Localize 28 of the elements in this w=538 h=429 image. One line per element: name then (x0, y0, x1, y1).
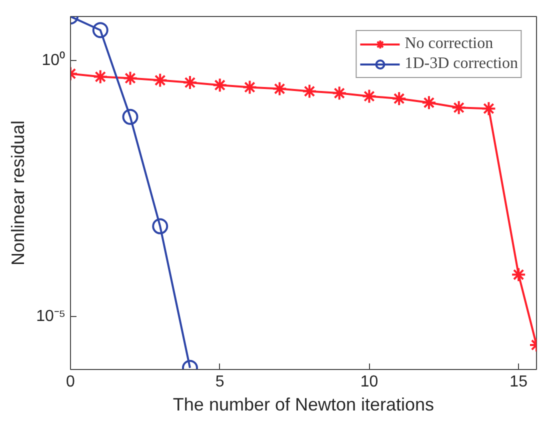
x-tick-label: 15 (510, 374, 528, 390)
point (481, 101, 496, 116)
y-axis-title: Nonlinear residual (8, 120, 28, 266)
x-tick-label: 10 (360, 374, 378, 390)
legend-label: 1D-3D correction (404, 55, 518, 73)
point (302, 84, 317, 99)
x-tick-label: 5 (215, 374, 224, 390)
x-axis-title: The number of Newton iterations (172, 394, 434, 414)
point (242, 80, 258, 95)
point (272, 81, 288, 96)
legend-label: No correction (404, 35, 494, 53)
point (511, 267, 526, 282)
point (92, 69, 108, 84)
point (152, 218, 168, 234)
point (182, 75, 198, 90)
y-tick-label: 10⁻⁵ (36, 308, 66, 326)
x-tick-label: 0 (66, 374, 76, 390)
point (451, 100, 466, 116)
point (152, 72, 168, 88)
point (362, 88, 377, 104)
point (122, 108, 138, 125)
point (212, 78, 228, 93)
point (392, 91, 407, 106)
y-tick-label: 10⁰ (42, 50, 66, 69)
point (122, 70, 138, 86)
point (421, 95, 436, 110)
point (92, 22, 108, 38)
point (332, 86, 347, 101)
